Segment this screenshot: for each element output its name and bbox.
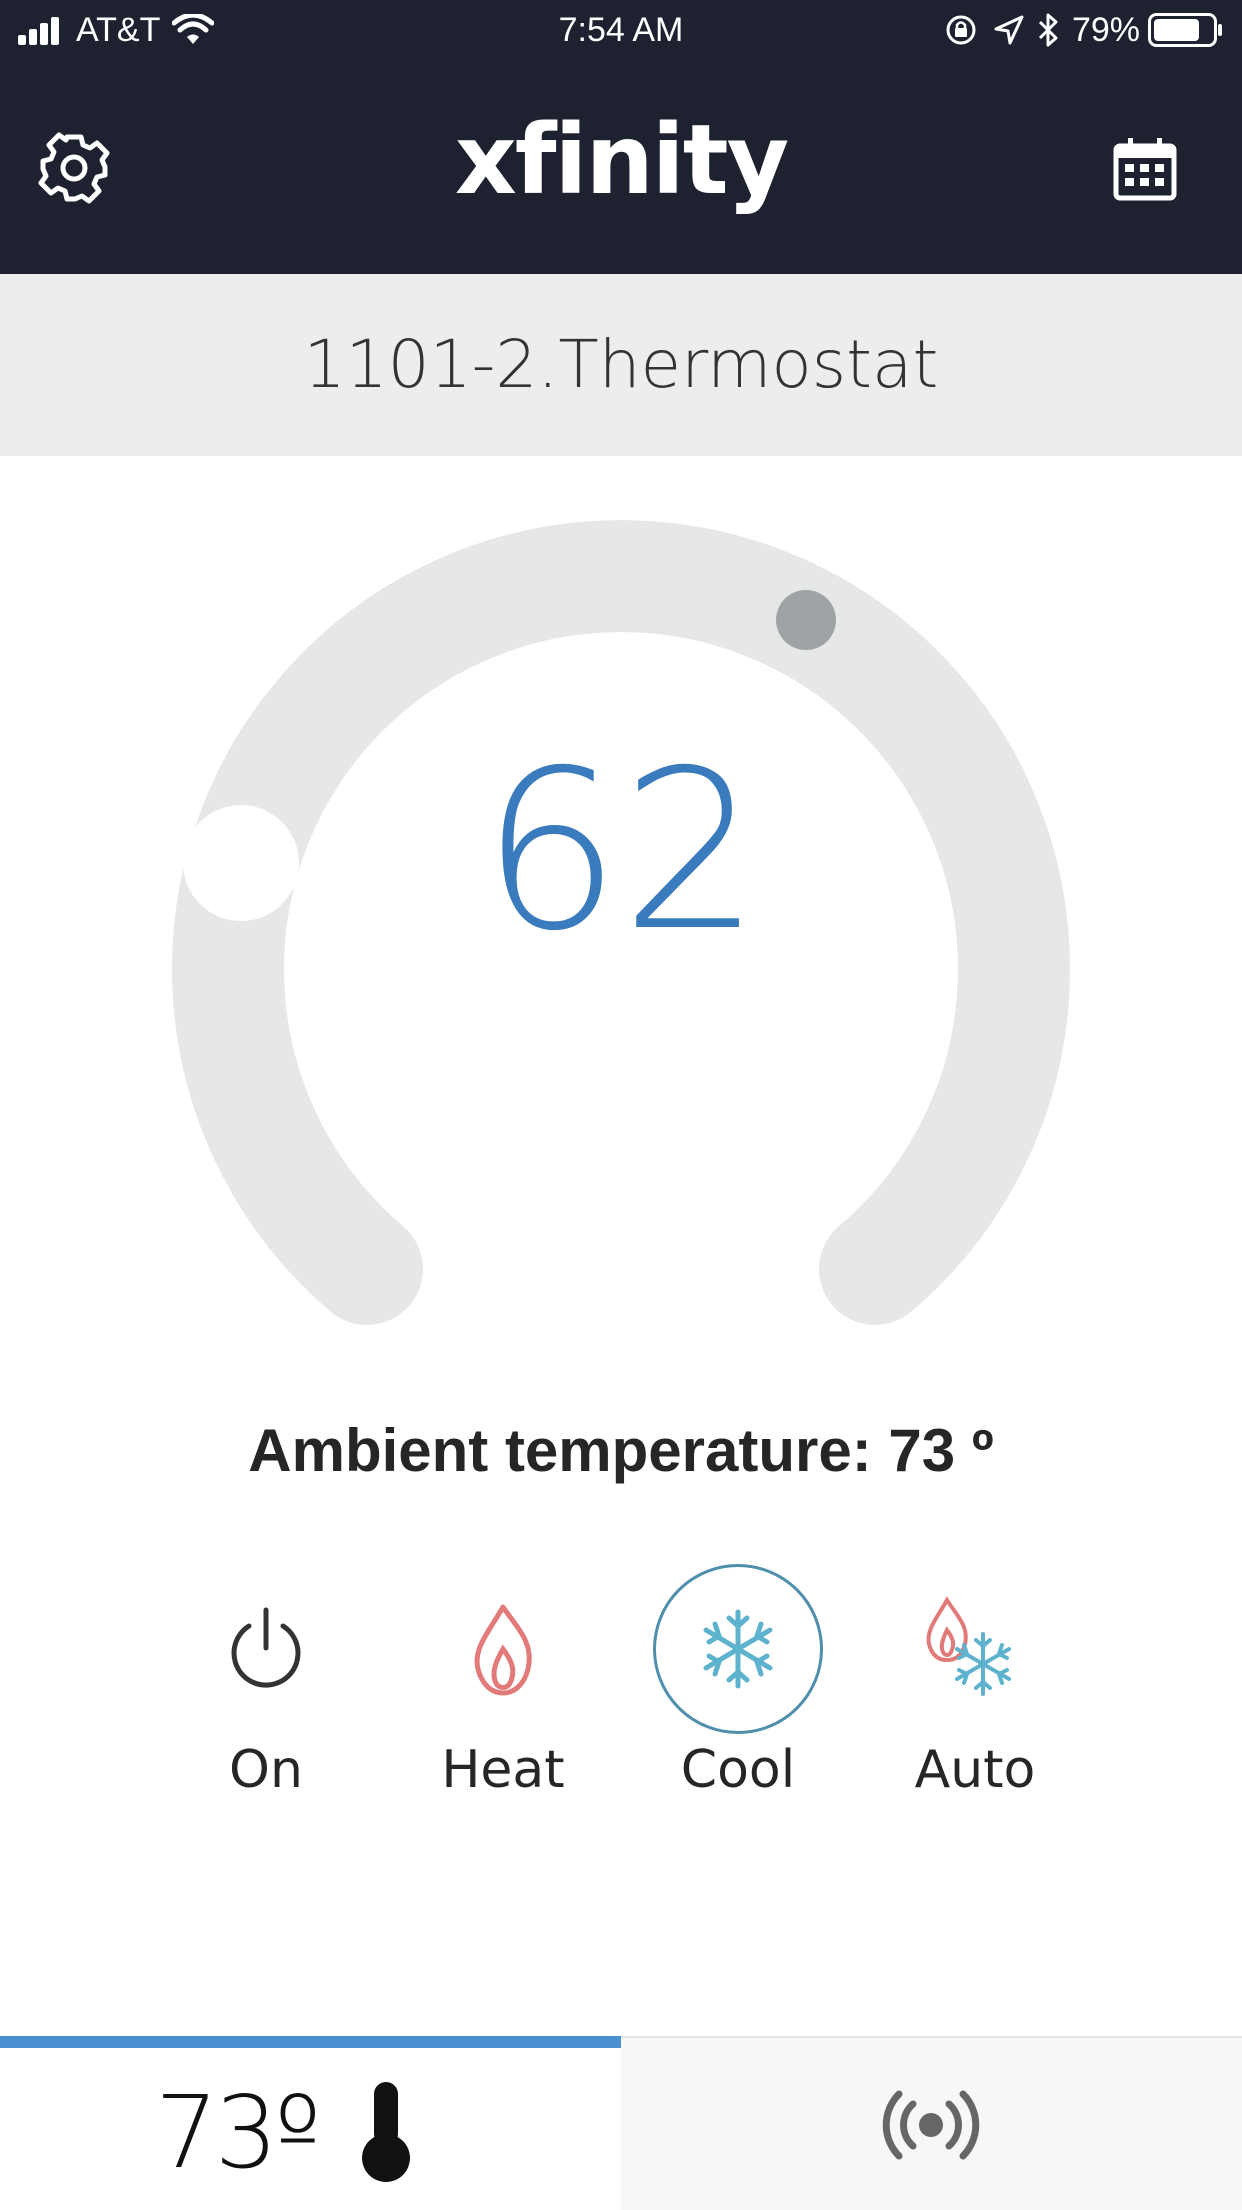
wifi-icon — [172, 14, 215, 44]
schedule-button[interactable] — [1110, 134, 1180, 204]
mode-cool[interactable]: Cool — [620, 1560, 856, 1810]
broadcast-icon — [882, 2090, 980, 2160]
battery-percent: 79% — [1071, 11, 1140, 49]
tab-devices[interactable] — [621, 2038, 1242, 2210]
mode-cool-label: Cool — [680, 1740, 796, 1800]
current-temperature: 73º — [155, 2074, 321, 2191]
mode-auto[interactable]: Auto — [857, 1560, 1093, 1810]
device-name: 1101-2.Thermostat — [303, 326, 939, 403]
device-title-bar: 1101-2.Thermostat — [0, 274, 1242, 456]
xfinity-logo: xfinity — [454, 104, 789, 216]
flame-icon — [418, 1564, 588, 1734]
setpoint-temperature: 62 — [481, 723, 761, 979]
gear-icon — [38, 132, 110, 204]
bluetooth-icon — [1038, 13, 1058, 47]
battery-icon — [1148, 13, 1222, 47]
status-time: 7:54 AM — [558, 11, 684, 49]
dial-track — [172, 520, 1070, 1325]
ambient-marker — [776, 590, 836, 650]
settings-button[interactable] — [28, 122, 120, 214]
mode-on[interactable]: On — [148, 1560, 384, 1810]
status-left: AT&T — [18, 10, 215, 50]
carrier-label: AT&T — [76, 11, 161, 49]
calendar-icon — [1113, 138, 1177, 201]
location-icon — [994, 15, 1024, 45]
status-right: 79% — [944, 10, 1224, 50]
ambient-temperature: Ambient temperature: 73 º — [248, 1417, 994, 1484]
thermometer-icon — [362, 2082, 410, 2182]
power-icon — [181, 1564, 351, 1734]
rotation-lock-icon — [946, 15, 976, 45]
app-header: xfinity — [0, 62, 1242, 274]
mode-on-label: On — [229, 1740, 303, 1800]
mode-heat-label: Heat — [441, 1740, 565, 1800]
status-bar: AT&T 7:54 AM 79% — [0, 0, 1242, 62]
flame-snowflake-icon — [890, 1564, 1060, 1734]
bottom-tab-bar: 73º — [0, 2036, 1242, 2210]
mode-selector: On Heat — [0, 1560, 1242, 1810]
signal-icon — [18, 17, 59, 45]
mode-heat[interactable]: Heat — [385, 1560, 621, 1810]
dial-handle[interactable] — [183, 805, 299, 921]
active-tab-indicator — [0, 2036, 621, 2048]
snowflake-icon — [653, 1564, 823, 1734]
thermostat-dial[interactable]: 62 — [0, 456, 1242, 1356]
tab-temperature[interactable]: 73º — [0, 2036, 621, 2210]
mode-auto-label: Auto — [914, 1740, 1036, 1800]
